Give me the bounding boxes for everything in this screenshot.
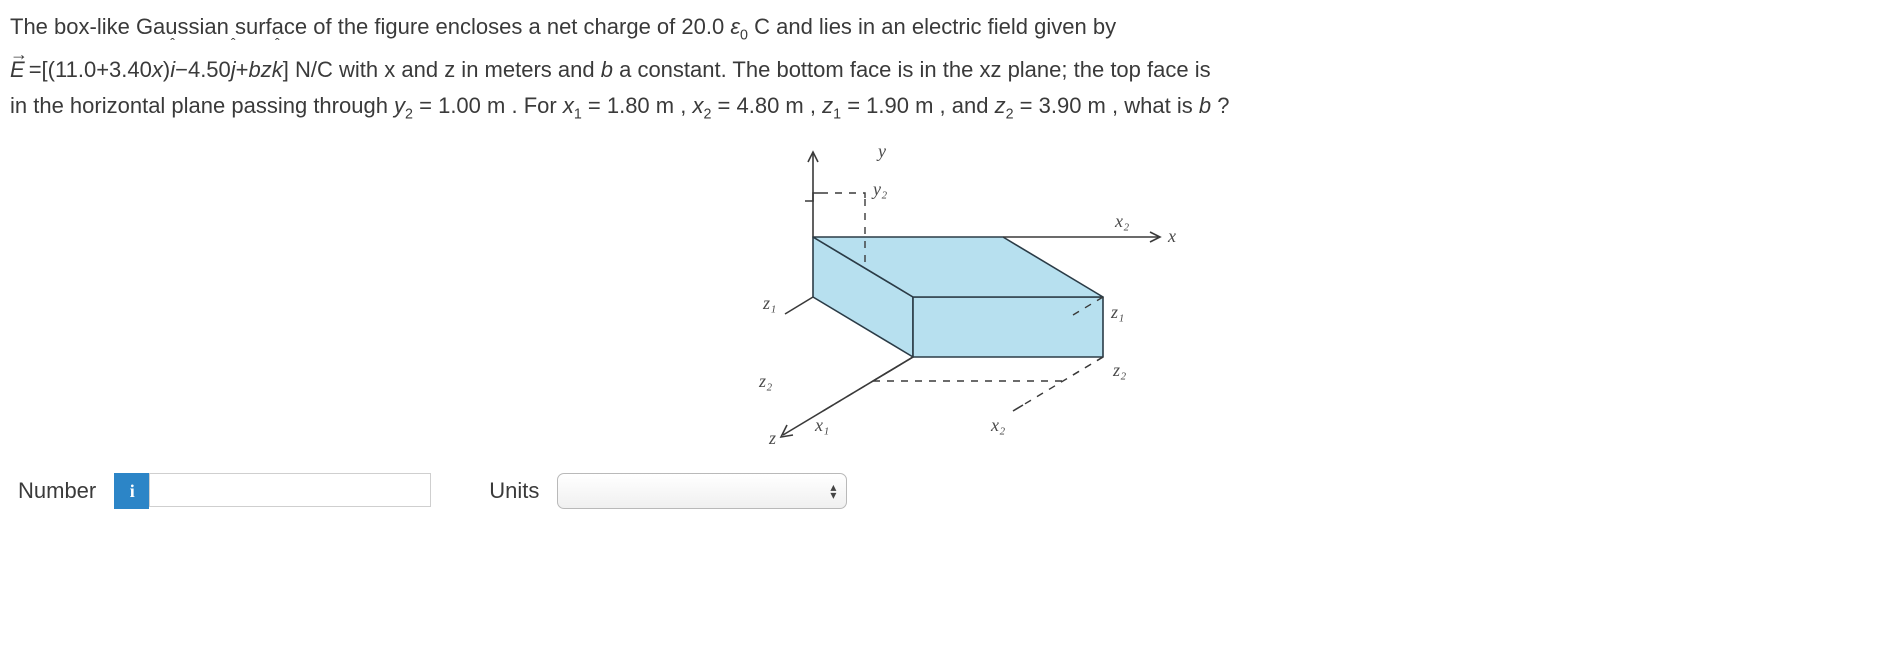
gaussian-box-figure: y y₂ x x₂ z z₁ z₂ x₁ x₂ z₁ z₂: [673, 139, 1213, 449]
k-hat: ˆk: [272, 53, 283, 87]
info-button[interactable]: i: [114, 473, 149, 509]
axis-z-label: z: [768, 428, 776, 448]
i-hat: ˆi: [170, 53, 175, 87]
x2-right-label: x₂: [1114, 211, 1129, 231]
text: in the horizontal plane passing through: [10, 93, 394, 118]
text: C and lies in an electric field given by: [754, 14, 1116, 39]
text: , what is: [1112, 93, 1199, 118]
text: with x and z in meters and: [339, 57, 601, 82]
b-symbol: b: [1199, 93, 1211, 118]
epsilon-symbol: ε: [730, 14, 740, 39]
z1-right-label: z₁: [1110, 302, 1124, 322]
x1-bottom-label: x₁: [814, 415, 829, 435]
text: ?: [1217, 93, 1229, 118]
text: . For: [511, 93, 562, 118]
problem-statement: The box-like Gaussian surface of the fig…: [0, 0, 1885, 129]
number-label: Number: [18, 478, 96, 504]
answer-row: Number i Units ▴▾: [0, 459, 1885, 523]
j-hat: ˆj: [231, 53, 236, 87]
units-select[interactable]: ▴▾: [557, 473, 847, 509]
epsilon-sub: 0: [740, 27, 748, 43]
field-equation: → E = [(11.0 + 3.40x) ˆi − 4.50 ˆj + bz …: [10, 53, 289, 87]
figure-container: y y₂ x x₂ z z₁ z₂ x₁ x₂ z₁ z₂: [0, 129, 1885, 459]
units-label: Units: [489, 478, 539, 504]
text: The box-like Gaussian surface of the fig…: [10, 14, 681, 39]
text: N/C: [295, 57, 339, 82]
z2-left-label: z₂: [758, 371, 772, 391]
number-input-group: i: [114, 473, 431, 509]
axis-y-label: y: [876, 141, 886, 161]
z1-left-label: z₁: [762, 293, 776, 313]
y2-label: y₂: [871, 179, 887, 199]
z2-right-label: z₂: [1112, 360, 1126, 380]
axis-x-label: x: [1167, 226, 1176, 246]
charge-value: 20.0: [681, 14, 724, 39]
text: a constant. The bottom face is in the xz…: [619, 57, 1211, 82]
number-input[interactable]: [149, 473, 431, 507]
stepper-icon: ▴▾: [830, 483, 836, 499]
x2-bottom-label: x₂: [990, 415, 1005, 435]
arrow-icon: →: [10, 41, 24, 69]
b-symbol: b: [601, 57, 613, 82]
info-icon: i: [130, 481, 135, 502]
vector-E: → E: [10, 53, 25, 87]
